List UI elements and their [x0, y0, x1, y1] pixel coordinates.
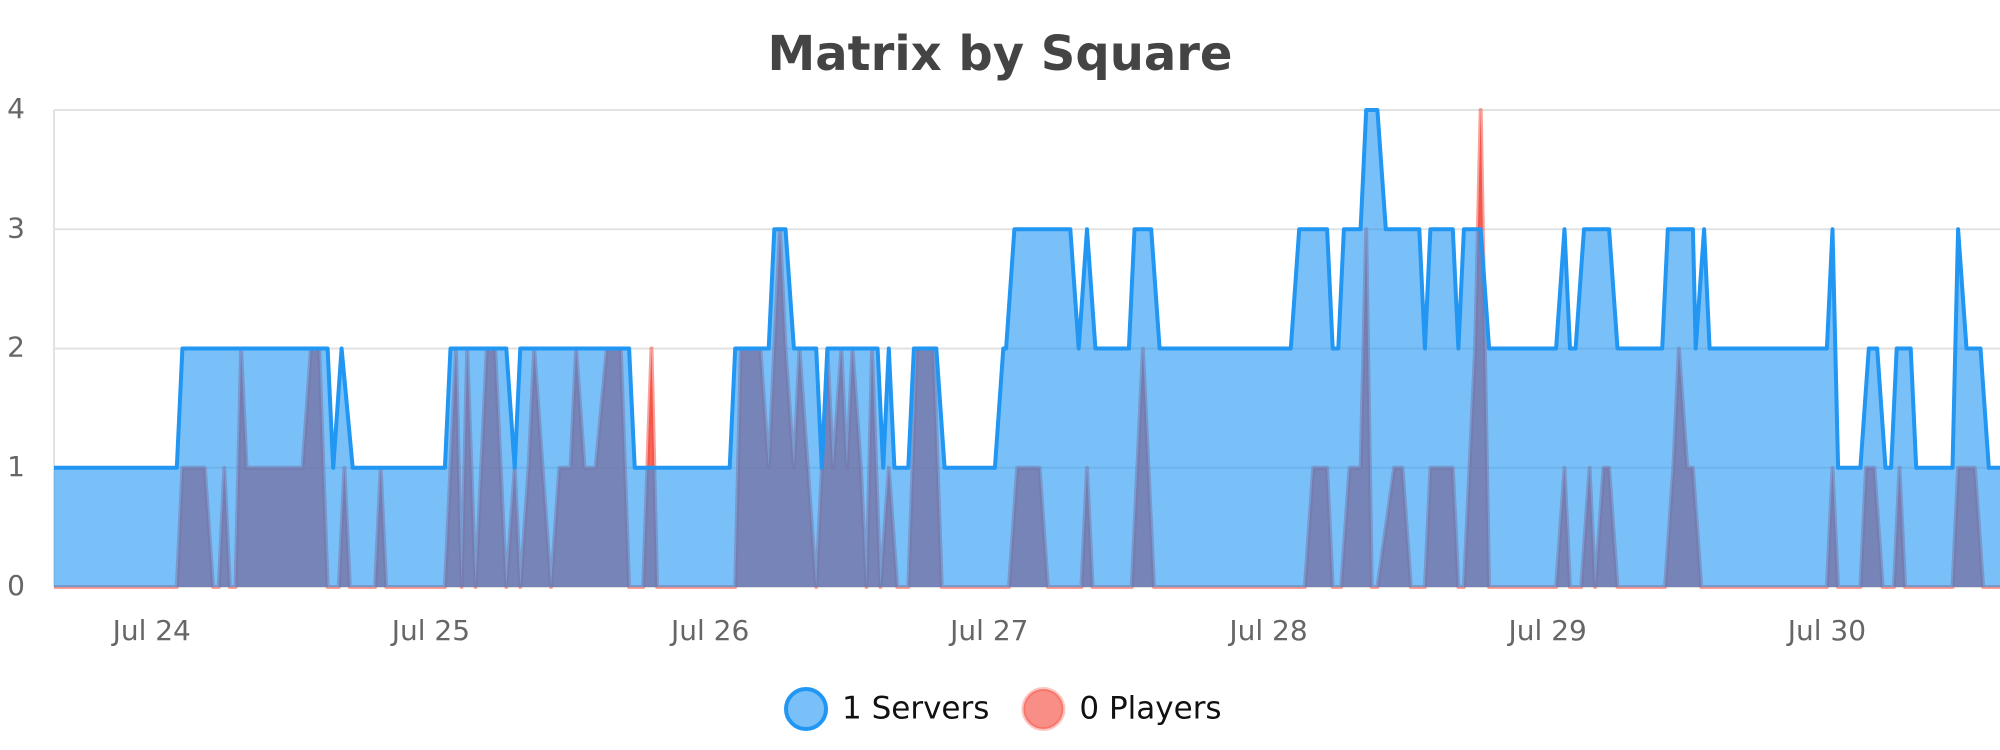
- y-tick-label: 1: [7, 450, 25, 483]
- line: [54, 108, 2000, 470]
- x-tick-label: Jul 26: [669, 614, 749, 647]
- y-tick-label: 3: [7, 211, 25, 244]
- x-tick-label: Jul 27: [948, 614, 1028, 647]
- x-tick-label: Jul 24: [111, 614, 191, 647]
- x-tick-label: Jul 29: [1507, 614, 1587, 647]
- legend-label[interactable]: 0 Players: [1079, 691, 1221, 727]
- y-tick-label: 0: [7, 569, 25, 602]
- x-tick-label: Jul 30: [1786, 614, 1866, 647]
- area: [54, 110, 2000, 587]
- legend-label[interactable]: 1 Servers: [842, 691, 989, 727]
- legend-marker[interactable]: [1021, 687, 1066, 731]
- chart-title: Matrix by Square: [768, 26, 1233, 82]
- legend-marker[interactable]: [784, 687, 828, 731]
- y-tick-label: 4: [7, 92, 25, 125]
- x-tick-label: Jul 25: [390, 614, 470, 647]
- x-tick-label: Jul 28: [1227, 614, 1307, 647]
- y-tick-label: 2: [7, 331, 25, 364]
